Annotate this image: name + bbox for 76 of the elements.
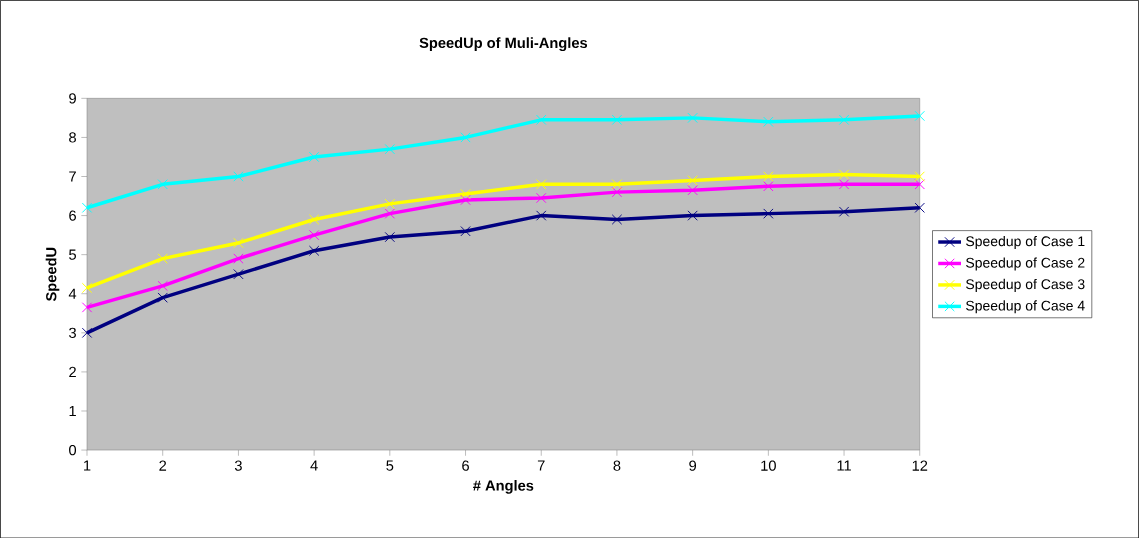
point xyxy=(611,114,623,125)
point xyxy=(384,143,396,155)
legend-label: Speedup of Case 1 xyxy=(966,235,1085,249)
point xyxy=(308,214,320,225)
point xyxy=(611,214,623,225)
point xyxy=(233,171,244,182)
point xyxy=(536,114,547,125)
point xyxy=(838,114,850,125)
point xyxy=(384,208,396,219)
y-tick-label: 8 xyxy=(69,132,76,143)
point xyxy=(914,178,925,190)
point xyxy=(384,198,396,209)
point xyxy=(763,208,774,219)
point xyxy=(233,253,244,264)
point xyxy=(81,302,93,313)
point xyxy=(81,202,93,213)
y-tick-label: 3 xyxy=(69,327,76,338)
x-tick-label: 7 xyxy=(537,460,545,471)
x-tick-label: 4 xyxy=(310,460,318,471)
point xyxy=(611,178,623,190)
y-tick-label: 4 xyxy=(68,288,77,299)
point xyxy=(308,245,320,256)
point xyxy=(233,237,244,248)
x-tick-label: 3 xyxy=(234,460,242,471)
point xyxy=(157,292,168,303)
y-tick-label: 6 xyxy=(69,210,76,221)
x-axis-title: # Angles xyxy=(473,479,534,494)
legend-label: Speedup of Case 4 xyxy=(966,300,1085,314)
point xyxy=(611,186,623,198)
y-tick-label: 5 xyxy=(69,249,76,260)
legend-label: Speedup of Case 2 xyxy=(966,257,1085,271)
point xyxy=(460,194,471,205)
x-tick-label: 11 xyxy=(837,460,851,471)
x-tick-label: 12 xyxy=(912,460,928,471)
point xyxy=(914,171,925,182)
point xyxy=(536,192,547,203)
point xyxy=(308,151,320,162)
point xyxy=(157,253,168,264)
point xyxy=(384,231,396,243)
point xyxy=(536,210,547,221)
legend-label: Speedup of Case 3 xyxy=(966,278,1085,292)
point xyxy=(687,175,698,186)
point xyxy=(687,210,698,221)
point xyxy=(536,178,547,190)
x-tick-label: 9 xyxy=(689,460,697,471)
point xyxy=(460,132,471,143)
y-tick-label: 0 xyxy=(69,444,77,456)
point xyxy=(157,178,168,190)
y-tick-label: 1 xyxy=(69,405,76,416)
point xyxy=(914,110,925,121)
y-tick-label: 9 xyxy=(69,92,76,104)
point xyxy=(763,116,774,127)
point xyxy=(838,206,850,217)
y-tick-label: 2 xyxy=(69,366,76,377)
point xyxy=(460,188,471,200)
point xyxy=(81,327,93,338)
x-tick-label: 6 xyxy=(462,460,469,471)
x-tick-label: 2 xyxy=(159,460,167,471)
point xyxy=(914,202,925,213)
point xyxy=(687,112,698,123)
point xyxy=(81,282,93,293)
y-tick-label: 7 xyxy=(69,171,76,182)
point xyxy=(687,184,698,196)
x-tick-label: 10 xyxy=(761,460,776,471)
point xyxy=(838,178,850,190)
x-tick-label: 8 xyxy=(613,460,621,471)
point xyxy=(460,225,471,237)
point xyxy=(763,180,774,192)
point xyxy=(157,280,168,291)
chart-title: SpeedUp of Muli-Angles xyxy=(419,37,588,51)
point xyxy=(838,169,850,180)
x-tick-label: 5 xyxy=(386,460,394,471)
point xyxy=(233,268,244,280)
point xyxy=(763,171,774,182)
x-tick-label: 1 xyxy=(84,460,91,471)
y-axis-title: SpeedU xyxy=(45,247,60,301)
